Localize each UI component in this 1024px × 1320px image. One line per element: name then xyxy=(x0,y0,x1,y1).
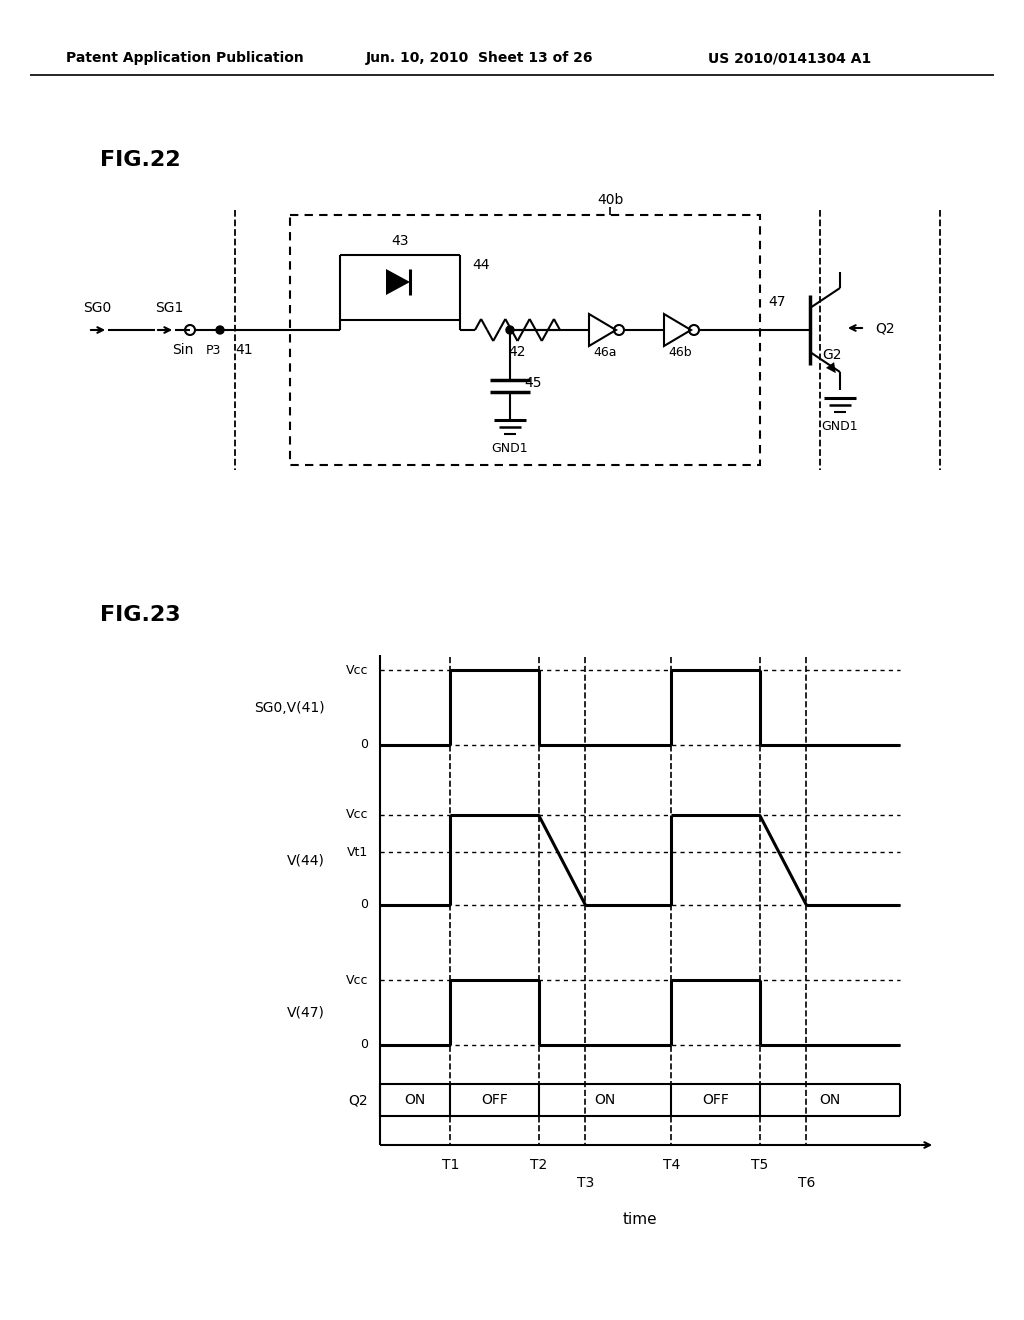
Text: V(44): V(44) xyxy=(287,853,325,867)
Text: G2: G2 xyxy=(822,348,842,362)
Text: 46a: 46a xyxy=(593,346,616,359)
Text: FIG.23: FIG.23 xyxy=(100,605,180,624)
Circle shape xyxy=(216,326,224,334)
Text: P3: P3 xyxy=(206,343,221,356)
Text: Q2: Q2 xyxy=(348,1093,368,1107)
Text: ON: ON xyxy=(594,1093,615,1107)
Text: Patent Application Publication: Patent Application Publication xyxy=(67,51,304,65)
Text: 44: 44 xyxy=(472,257,489,272)
Text: 47: 47 xyxy=(768,294,785,309)
Text: OFF: OFF xyxy=(702,1093,729,1107)
Text: ON: ON xyxy=(404,1093,426,1107)
Text: 0: 0 xyxy=(360,899,368,912)
Text: GND1: GND1 xyxy=(492,441,528,454)
Circle shape xyxy=(506,326,514,334)
Text: T1: T1 xyxy=(441,1158,459,1172)
Text: Vcc: Vcc xyxy=(345,808,368,821)
Text: Sin: Sin xyxy=(172,343,194,356)
Polygon shape xyxy=(386,269,410,294)
Text: SG1: SG1 xyxy=(155,301,183,315)
Text: SG0,V(41): SG0,V(41) xyxy=(254,701,325,714)
Text: T4: T4 xyxy=(663,1158,680,1172)
Text: Vcc: Vcc xyxy=(345,974,368,986)
Text: Vcc: Vcc xyxy=(345,664,368,676)
Text: V(47): V(47) xyxy=(287,1006,325,1019)
Text: 46b: 46b xyxy=(669,346,692,359)
Text: 40b: 40b xyxy=(597,193,624,207)
Text: US 2010/0141304 A1: US 2010/0141304 A1 xyxy=(709,51,871,65)
Text: T6: T6 xyxy=(798,1176,815,1191)
Text: 45: 45 xyxy=(524,376,542,389)
Text: T5: T5 xyxy=(751,1158,768,1172)
Polygon shape xyxy=(826,362,836,374)
Text: GND1: GND1 xyxy=(821,420,858,433)
Text: ON: ON xyxy=(819,1093,841,1107)
Text: Vt1: Vt1 xyxy=(347,846,368,858)
Text: T2: T2 xyxy=(530,1158,547,1172)
Text: time: time xyxy=(623,1213,657,1228)
Text: 0: 0 xyxy=(360,738,368,751)
Text: Jun. 10, 2010  Sheet 13 of 26: Jun. 10, 2010 Sheet 13 of 26 xyxy=(367,51,594,65)
Text: 0: 0 xyxy=(360,1039,368,1052)
Text: OFF: OFF xyxy=(481,1093,508,1107)
Text: SG0: SG0 xyxy=(83,301,112,315)
Text: 41: 41 xyxy=(234,343,253,356)
Text: FIG.22: FIG.22 xyxy=(100,150,180,170)
Text: Q2: Q2 xyxy=(874,321,895,335)
Text: T3: T3 xyxy=(577,1176,594,1191)
Text: 43: 43 xyxy=(391,234,409,248)
Text: 42: 42 xyxy=(509,345,526,359)
